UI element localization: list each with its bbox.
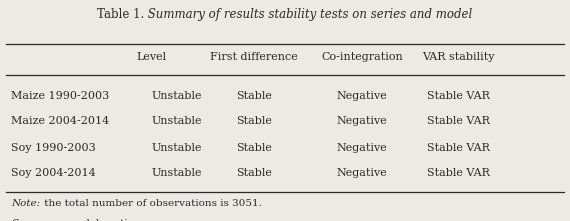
Text: Note:: Note: (11, 199, 40, 208)
Text: Soy 2004-2014: Soy 2004-2014 (11, 168, 96, 178)
Text: Stable VAR: Stable VAR (428, 143, 490, 152)
Text: own elaboration.: own elaboration. (52, 219, 144, 221)
Text: Unstable: Unstable (151, 91, 202, 101)
Text: Co-integration: Co-integration (321, 52, 403, 62)
Text: the total number of observations is 3051.: the total number of observations is 3051… (40, 199, 262, 208)
Text: Stable VAR: Stable VAR (428, 168, 490, 178)
Text: Stable: Stable (236, 116, 271, 126)
Text: Table 1.: Table 1. (97, 8, 145, 21)
Text: Negative: Negative (336, 143, 388, 152)
Text: Level: Level (136, 52, 166, 62)
Text: Maize 1990-2003: Maize 1990-2003 (11, 91, 109, 101)
Text: Summary of results stability tests on series and model: Summary of results stability tests on se… (145, 8, 473, 21)
Text: Source:: Source: (11, 219, 52, 221)
Text: Negative: Negative (336, 91, 388, 101)
Text: Stable: Stable (236, 91, 271, 101)
Text: Negative: Negative (336, 116, 388, 126)
Text: Unstable: Unstable (151, 116, 202, 126)
Text: Unstable: Unstable (151, 168, 202, 178)
Text: Negative: Negative (336, 168, 388, 178)
Text: VAR stability: VAR stability (422, 52, 495, 62)
Text: Stable VAR: Stable VAR (428, 116, 490, 126)
Text: Maize 2004-2014: Maize 2004-2014 (11, 116, 109, 126)
Text: Stable: Stable (236, 143, 271, 152)
Text: Stable VAR: Stable VAR (428, 91, 490, 101)
Text: First difference: First difference (210, 52, 298, 62)
Text: Soy 1990-2003: Soy 1990-2003 (11, 143, 96, 152)
Text: Stable: Stable (236, 168, 271, 178)
Text: Unstable: Unstable (151, 143, 202, 152)
